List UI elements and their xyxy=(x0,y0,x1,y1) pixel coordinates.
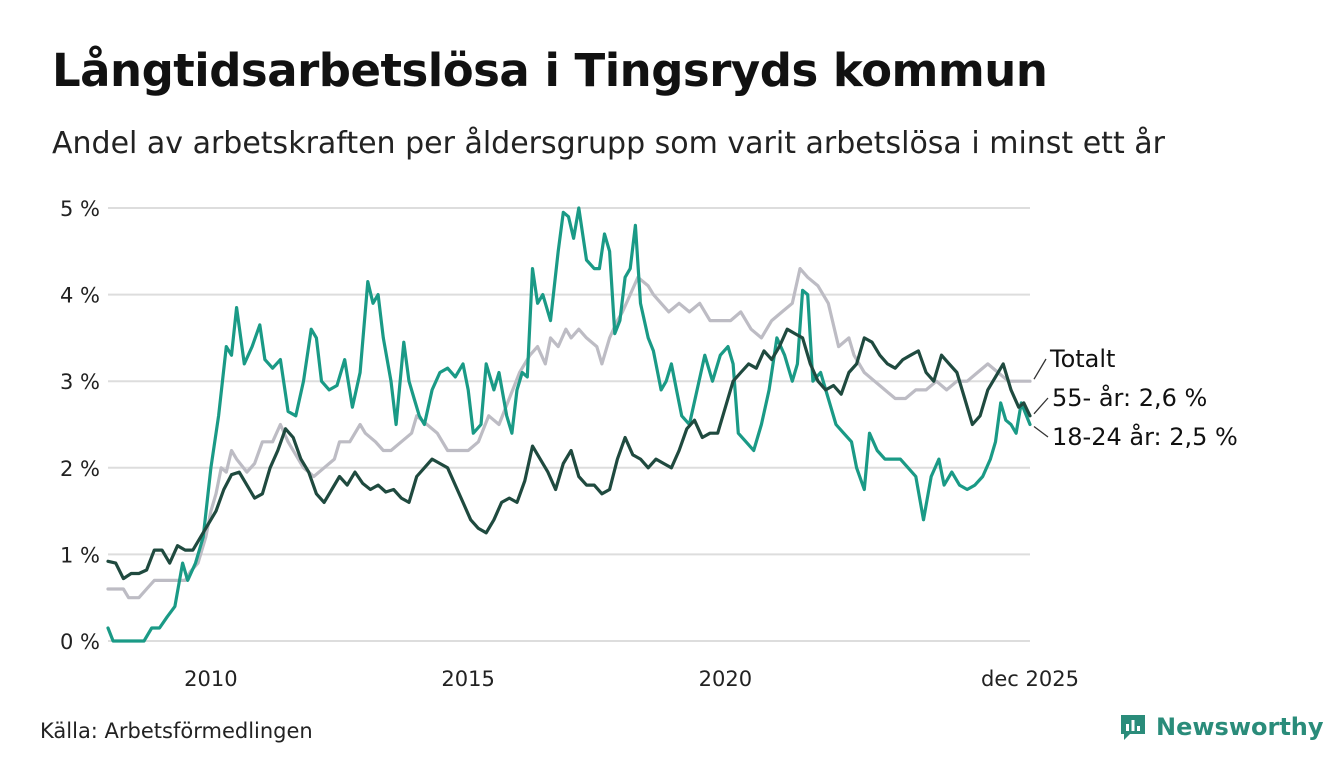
series-line-age55 xyxy=(106,327,1032,581)
x-tick-label: dec 2025 xyxy=(981,667,1079,691)
brand-name: Newsworthy xyxy=(1156,713,1324,741)
x-tick-label: 2010 xyxy=(184,667,237,691)
x-tick-label: 2015 xyxy=(441,667,494,691)
brand-logo: Newsworthy xyxy=(1118,712,1324,742)
end-labels: Totalt 55- år: 2,6 % 18-24 år: 2,5 % xyxy=(1033,345,1238,451)
leader-line-age18_24 xyxy=(1033,425,1049,438)
y-tick-label: 5 % xyxy=(60,197,100,221)
end-label-totalt: Totalt xyxy=(1049,345,1115,373)
x-tick-label: 2020 xyxy=(699,667,752,691)
y-tick-label: 4 % xyxy=(60,284,100,308)
y-axis-ticks: 0 % 1 % 2 % 3 % 4 % 5 % xyxy=(60,197,100,654)
leader-line-age55 xyxy=(1033,397,1049,415)
series-line-age18_24 xyxy=(106,206,1032,643)
grid-lines xyxy=(108,207,1030,642)
y-tick-label: 2 % xyxy=(60,457,100,481)
page-title: Långtidsarbetslösa i Tingsryds kommun xyxy=(52,44,1048,97)
series-lines xyxy=(106,206,1032,643)
y-tick-label: 0 % xyxy=(60,630,100,654)
end-label-age18_24: 18-24 år: 2,5 % xyxy=(1052,422,1238,451)
y-tick-label: 3 % xyxy=(60,370,100,394)
series-line-totalt xyxy=(106,267,1032,600)
end-label-age55: 55- år: 2,6 % xyxy=(1052,383,1207,412)
y-tick-label: 1 % xyxy=(60,543,100,567)
leader-line-totalt xyxy=(1033,358,1047,380)
x-axis-ticks: 2010 2015 2020 dec 2025 xyxy=(184,667,1079,691)
newsworthy-logo-icon xyxy=(1121,715,1145,740)
page-subtitle: Andel av arbetskraften per åldersgrupp s… xyxy=(52,126,1165,161)
source-note: Källa: Arbetsförmedlingen xyxy=(40,719,313,743)
